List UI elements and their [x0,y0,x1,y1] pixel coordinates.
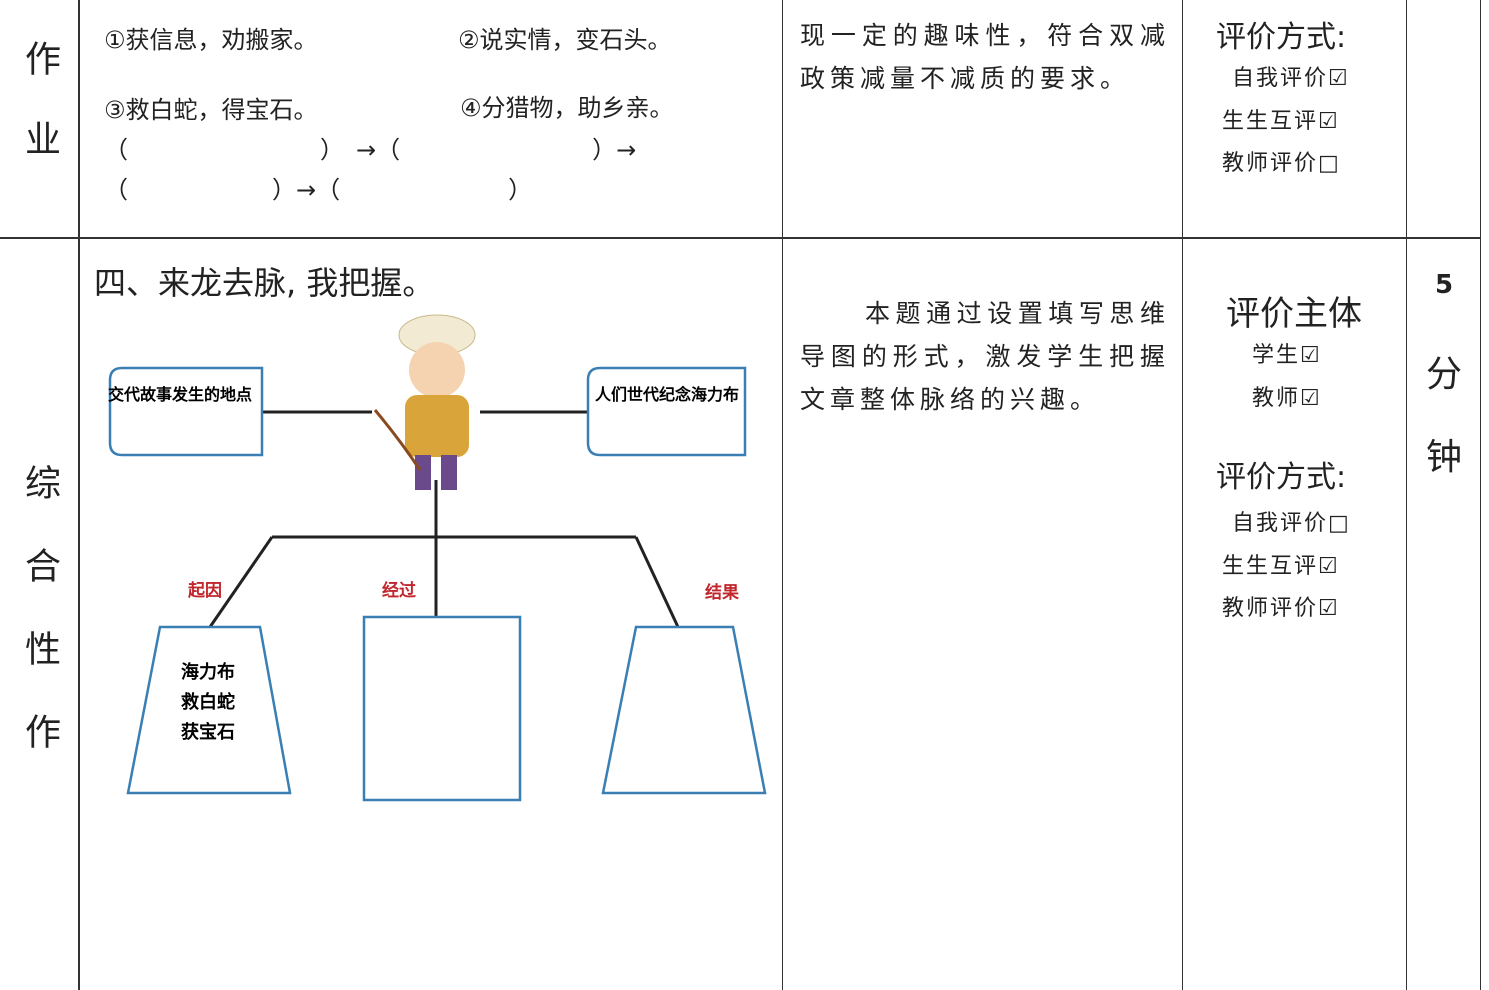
border [78,0,80,990]
node-text: 交代故事发生的地点 [108,385,252,404]
item: ④分猎物，助乡亲。 [460,94,674,122]
node-text: 海力布 [181,661,235,683]
item: ③救白蛇，得宝石。 [104,96,318,124]
time: 钟 [1425,437,1462,478]
blank-line: （ ） →（ ）→ [104,136,637,164]
eval-item: 教师评价☑ [1222,596,1340,621]
border [782,0,783,990]
branch-label: 起因 [187,580,222,601]
character [373,314,476,490]
border [1480,0,1481,990]
eval-title: 评价主体 [1226,294,1362,334]
time: 分 [1425,354,1462,395]
eval-item: 教师☑ [1252,386,1322,411]
eval-item: 学生☑ [1252,343,1322,368]
purpose: 现一定的趣味性，符合双减政策减量不减质的要求。 [800,21,1170,93]
item: ②说实情，变石头。 [458,26,672,54]
border [0,237,1481,239]
mind-map: 交代故事发生的地点 人们世代纪念海力布 起因 经过 结果 海力布 救白蛇 获宝石 [108,314,767,802]
branch-label: 结果 [705,582,739,603]
row-label: 作业 [19,40,60,200]
section-title: 四、来龙去脉, 我把握。 [94,264,435,302]
eval-item: 教师评价□ [1222,151,1341,176]
blank-line: （ ）→（ ） [104,176,533,204]
border [1182,0,1183,990]
item: ①获信息，劝搬家。 [104,26,318,54]
eval-title: 评价方式: [1216,20,1347,55]
border [1406,0,1407,990]
node-text: 救白蛇 [181,691,235,713]
eval-item: 生生互评☑ [1222,554,1340,579]
node-text: 获宝石 [181,721,235,743]
eval-item: 自我评价☑ [1232,66,1350,91]
row-label: 综合性作业 [19,464,60,796]
branch-label: 经过 [382,580,416,601]
eval-item: 自我评价□ [1232,511,1351,536]
eval-title: 评价方式: [1216,460,1347,495]
purpose: 本题通过设置填写思维导图的形式，激发学生把握文章整体脉络的兴趣。 [800,299,1170,414]
time: 5 [1434,270,1454,300]
eval-item: 生生互评☑ [1222,109,1340,134]
node-text: 人们世代纪念海力布 [595,385,739,404]
